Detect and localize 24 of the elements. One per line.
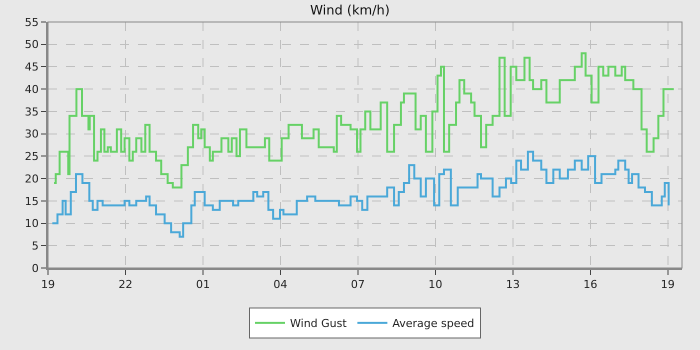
y-tick-label: 35 <box>24 105 39 118</box>
y-tick-label: 55 <box>24 16 39 29</box>
legend-label: Average speed <box>392 317 474 330</box>
x-tick-label: 16 <box>583 278 598 292</box>
y-tick-label: 50 <box>24 38 39 52</box>
y-tick-label: 40 <box>24 82 39 96</box>
x-tick-label: 19 <box>660 278 675 292</box>
x-tick-label: 07 <box>350 278 365 292</box>
y-tick-label: 10 <box>24 217 39 230</box>
x-tick-label: 01 <box>196 278 210 292</box>
y-tick-label: 20 <box>24 172 39 186</box>
x-tick-label: 19 <box>41 278 55 292</box>
x-tick-label: 04 <box>273 278 288 292</box>
chart-title: Wind (km/h) <box>310 3 390 18</box>
x-tick-label: 22 <box>118 278 132 292</box>
legend-label: Wind Gust <box>290 317 348 330</box>
y-tick-label: 25 <box>24 150 39 164</box>
y-tick-label: 5 <box>32 239 39 252</box>
y-tick-label: 45 <box>24 60 39 74</box>
y-tick-label: 15 <box>24 194 39 208</box>
y-tick-label: 0 <box>32 262 39 275</box>
x-tick-label: 13 <box>506 278 520 292</box>
x-tick-label: 10 <box>428 278 442 292</box>
y-tick-label: 30 <box>24 128 39 141</box>
